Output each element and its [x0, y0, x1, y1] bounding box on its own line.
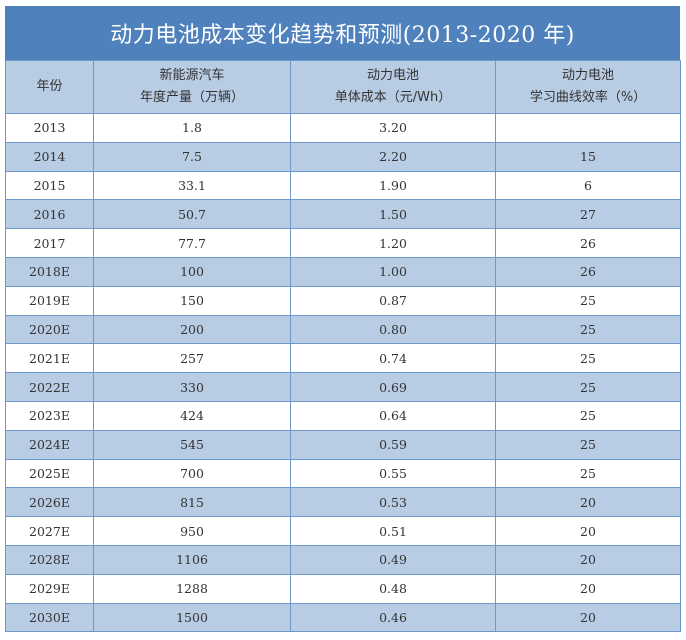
cell-efficiency: 20: [495, 544, 681, 575]
table-row: 2022E 330 0.69 25: [5, 372, 681, 402]
cell-cost: 0.51: [290, 516, 496, 546]
table-row: 2030E 1500 0.46 20: [5, 602, 681, 633]
cell-year: 2020E: [5, 314, 94, 345]
cell-year: 2027E: [5, 516, 94, 546]
table-row: 2017 77.7 1.20 26: [5, 228, 681, 258]
cell-efficiency: 25: [495, 429, 681, 460]
cell-production: 1106: [93, 544, 291, 575]
cell-production: 50.7: [93, 199, 291, 230]
table-row: 2026E 815 0.53 20: [5, 487, 681, 518]
cell-production: 330: [93, 372, 291, 402]
cell-efficiency: 25: [495, 400, 681, 431]
header-row: 年份 新能源汽车 年度产量（万辆） 动力电池 单体成本（元/Wh） 动力电池 学习曲线…: [5, 60, 681, 114]
cell-efficiency: 20: [495, 516, 681, 546]
cell-cost: 0.80: [290, 314, 496, 345]
battery-cost-table: 动力电池成本变化趋势和预测(2013-2020 年) 年份 新能源汽车 年度产量（…: [5, 6, 681, 633]
cell-efficiency: 6: [495, 170, 681, 201]
cell-year: 2021E: [5, 343, 94, 374]
table-row: 2023E 424 0.64 25: [5, 400, 681, 431]
cell-cost: 0.53: [290, 487, 496, 518]
cell-efficiency: 20: [495, 602, 681, 633]
table-row: 2024E 545 0.59 25: [5, 429, 681, 460]
cell-production: 150: [93, 285, 291, 316]
cell-year: 2015: [5, 170, 94, 201]
cell-production: 100: [93, 256, 291, 287]
cell-production: 1288: [93, 573, 291, 604]
cell-cost: 2.20: [290, 141, 496, 172]
cell-production: 815: [93, 487, 291, 518]
cell-efficiency: 26: [495, 256, 681, 287]
cell-cost: 0.59: [290, 429, 496, 460]
cell-year: 2025E: [5, 458, 94, 489]
cell-year: 2013: [5, 113, 94, 143]
cell-year: 2017: [5, 228, 94, 258]
cell-production: 545: [93, 429, 291, 460]
cell-cost: 0.46: [290, 602, 496, 633]
cell-year: 2014: [5, 141, 94, 172]
table-row: 2025E 700 0.55 25: [5, 458, 681, 489]
cell-efficiency: 25: [495, 285, 681, 316]
table-row: 2028E 1106 0.49 20: [5, 544, 681, 575]
cell-cost: 3.20: [290, 113, 496, 143]
cell-cost: 0.55: [290, 458, 496, 489]
cell-production: 33.1: [93, 170, 291, 201]
cell-year: 2028E: [5, 544, 94, 575]
table-row: 2018E 100 1.00 26: [5, 256, 681, 287]
cell-efficiency: 20: [495, 487, 681, 518]
cell-efficiency: 25: [495, 372, 681, 402]
table-row: 2027E 950 0.51 20: [5, 516, 681, 546]
cell-cost: 0.87: [290, 285, 496, 316]
cell-efficiency: 20: [495, 573, 681, 604]
table-title: 动力电池成本变化趋势和预测(2013-2020 年): [5, 6, 680, 60]
cell-efficiency: 25: [495, 343, 681, 374]
cell-cost: 0.69: [290, 372, 496, 402]
table-row: 2019E 150 0.87 25: [5, 285, 681, 316]
cell-efficiency: 25: [495, 458, 681, 489]
cell-production: 257: [93, 343, 291, 374]
cell-cost: 1.90: [290, 170, 496, 201]
table-row: 2014 7.5 2.20 15: [5, 141, 681, 172]
cell-cost: 0.64: [290, 400, 496, 431]
cell-efficiency: 27: [495, 199, 681, 230]
cell-efficiency: 26: [495, 228, 681, 258]
cell-year: 2023E: [5, 400, 94, 431]
cell-cost: 0.49: [290, 544, 496, 575]
cell-year: 2030E: [5, 602, 94, 633]
table-row: 2021E 257 0.74 25: [5, 343, 681, 374]
table-row: 2029E 1288 0.48 20: [5, 573, 681, 604]
table-row: 2015 33.1 1.90 6: [5, 170, 681, 201]
header-cost: 动力电池 单体成本（元/Wh）: [290, 60, 496, 114]
table-row: 2020E 200 0.80 25: [5, 314, 681, 345]
cell-cost: 1.20: [290, 228, 496, 258]
cell-production: 7.5: [93, 141, 291, 172]
cell-efficiency: 25: [495, 314, 681, 345]
cell-efficiency: [495, 113, 681, 143]
cell-year: 2026E: [5, 487, 94, 518]
data-table: 年份 新能源汽车 年度产量（万辆） 动力电池 单体成本（元/Wh） 动力电池 学习曲线…: [5, 60, 681, 633]
cell-production: 77.7: [93, 228, 291, 258]
cell-production: 1.8: [93, 113, 291, 143]
table-row: 2013 1.8 3.20: [5, 113, 681, 143]
cell-production: 424: [93, 400, 291, 431]
cell-year: 2029E: [5, 573, 94, 604]
header-efficiency: 动力电池 学习曲线效率（%）: [495, 60, 681, 114]
cell-year: 2019E: [5, 285, 94, 316]
cell-year: 2016: [5, 199, 94, 230]
cell-cost: 1.50: [290, 199, 496, 230]
cell-year: 2018E: [5, 256, 94, 287]
cell-year: 2022E: [5, 372, 94, 402]
cell-efficiency: 15: [495, 141, 681, 172]
table-row: 2016 50.7 1.50 27: [5, 199, 681, 230]
cell-cost: 0.74: [290, 343, 496, 374]
cell-production: 200: [93, 314, 291, 345]
cell-production: 1500: [93, 602, 291, 633]
cell-production: 950: [93, 516, 291, 546]
cell-year: 2024E: [5, 429, 94, 460]
cell-cost: 0.48: [290, 573, 496, 604]
header-year: 年份: [5, 60, 94, 114]
header-production: 新能源汽车 年度产量（万辆）: [93, 60, 291, 114]
cell-production: 700: [93, 458, 291, 489]
cell-cost: 1.00: [290, 256, 496, 287]
